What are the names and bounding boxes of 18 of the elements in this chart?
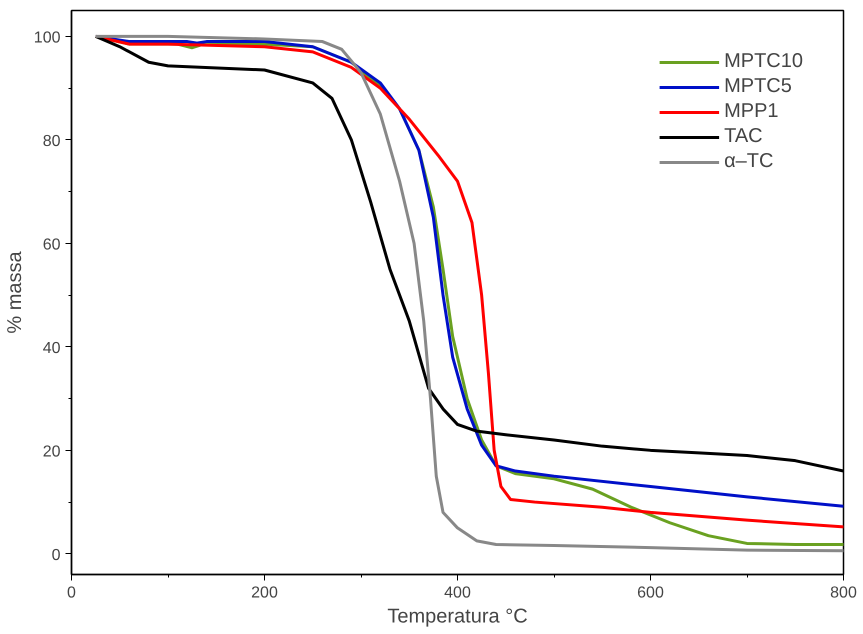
x-tick-label: 0 — [67, 584, 76, 602]
legend-label: MPP1 — [724, 100, 779, 123]
legend-label: MPTC5 — [724, 75, 792, 98]
x-tick-label: 600 — [637, 584, 664, 602]
y-axis-title: % massa — [4, 250, 26, 334]
x-tick-label: 800 — [830, 584, 857, 602]
x-tick-label: 400 — [444, 584, 471, 602]
y-tick-label: 60 — [42, 236, 61, 254]
y-tick-label: 80 — [42, 132, 61, 150]
legend-label: TAC — [724, 125, 763, 148]
y-tick-label: 20 — [42, 443, 61, 460]
legend-label: α–TC — [724, 150, 774, 173]
legend-label: MPTC10 — [724, 50, 803, 73]
x-axis-title: Temperatura °C — [387, 606, 528, 628]
y-tick-label: 100 — [34, 29, 61, 46]
y-tick-label: 0 — [52, 546, 61, 564]
y-tick-label: 40 — [42, 340, 61, 357]
x-tick-label: 200 — [251, 584, 278, 602]
